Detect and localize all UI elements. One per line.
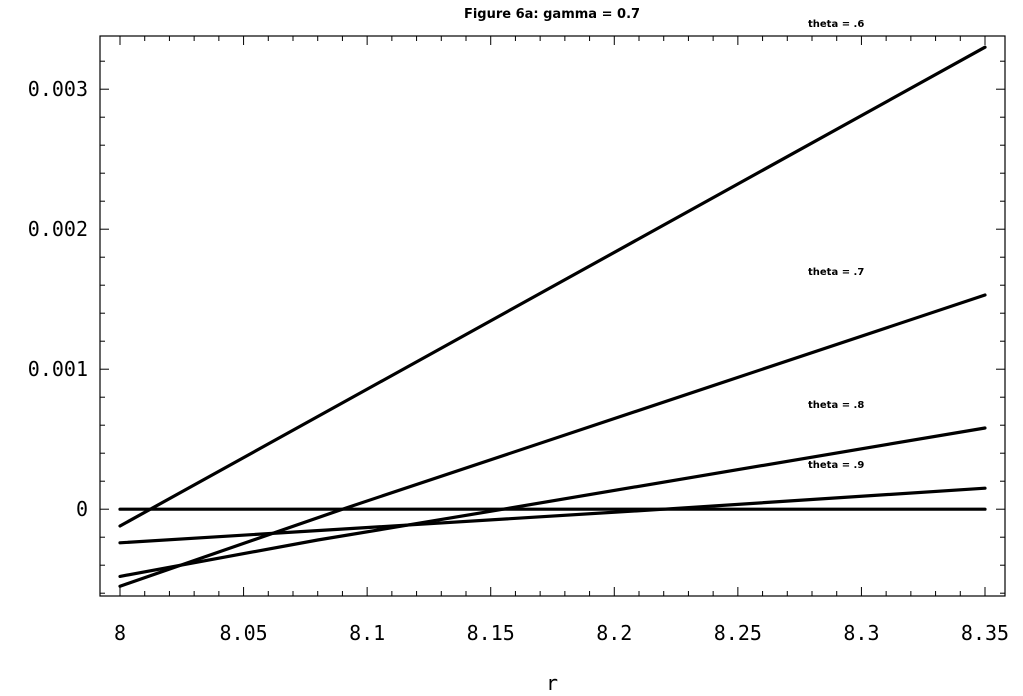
y-tick-label: 0.002: [28, 217, 88, 241]
x-tick-label: 8.15: [467, 621, 515, 645]
x-axis-label: r: [546, 671, 558, 695]
y-tick-label: 0: [76, 497, 88, 521]
series-label: theta = .8: [808, 400, 864, 411]
x-tick-label: 8.05: [219, 621, 267, 645]
series-labels: theta = .6 theta = .7 theta = .8 theta = .9: [808, 19, 864, 471]
x-tick-label: 8.2: [596, 621, 632, 645]
series-label: theta = .6: [808, 19, 864, 30]
series-line: [118, 426, 987, 579]
x-tick-label: 8.1: [349, 621, 385, 645]
tick-marks: [100, 36, 1005, 596]
tick-labels: 8 8.05 8.1 8.15 8.2 8.25 8.3 8.35 0 0.001 0.002 0.0…: [28, 77, 1009, 645]
chart-title: Figure 6a: gamma = 0.7: [464, 7, 640, 22]
plot-frame: [99, 35, 1006, 597]
x-tick-label: 8.3: [843, 621, 879, 645]
y-tick-label: 0.003: [28, 77, 88, 101]
x-tick-label: 8.35: [961, 621, 1009, 645]
x-tick-label: 8.25: [714, 621, 762, 645]
series-line: [118, 45, 987, 528]
y-tick-label: 0.001: [28, 357, 88, 381]
series-label: theta = .9: [808, 460, 864, 471]
series-line: [118, 293, 987, 588]
series-label: theta = .7: [808, 267, 864, 278]
x-tick-label: 8: [114, 621, 126, 645]
series-lines: [118, 45, 987, 588]
series-line: [118, 486, 987, 545]
